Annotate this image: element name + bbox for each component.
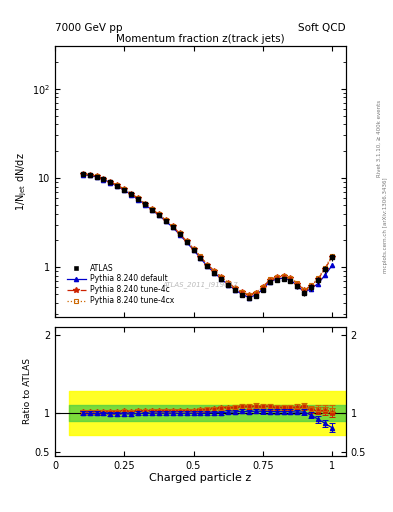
Text: ATLAS_2011_I919017: ATLAS_2011_I919017 <box>163 281 238 288</box>
Text: 7000 GeV pp: 7000 GeV pp <box>55 23 123 33</box>
Legend: ATLAS, Pythia 8.240 default, Pythia 8.240 tune-4c, Pythia 8.240 tune-4cx: ATLAS, Pythia 8.240 default, Pythia 8.24… <box>65 261 176 308</box>
Y-axis label: 1/N$_{\rm jet}$ dN/dz: 1/N$_{\rm jet}$ dN/dz <box>15 152 29 211</box>
Title: Momentum fraction z(track jets): Momentum fraction z(track jets) <box>116 34 285 44</box>
Y-axis label: Ratio to ATLAS: Ratio to ATLAS <box>23 358 32 424</box>
Text: mcplots.cern.ch [arXiv:1306.3436]: mcplots.cern.ch [arXiv:1306.3436] <box>383 178 387 273</box>
Text: Soft QCD: Soft QCD <box>298 23 346 33</box>
X-axis label: Charged particle z: Charged particle z <box>149 473 252 483</box>
Text: Rivet 3.1.10, ≥ 400k events: Rivet 3.1.10, ≥ 400k events <box>377 100 382 177</box>
